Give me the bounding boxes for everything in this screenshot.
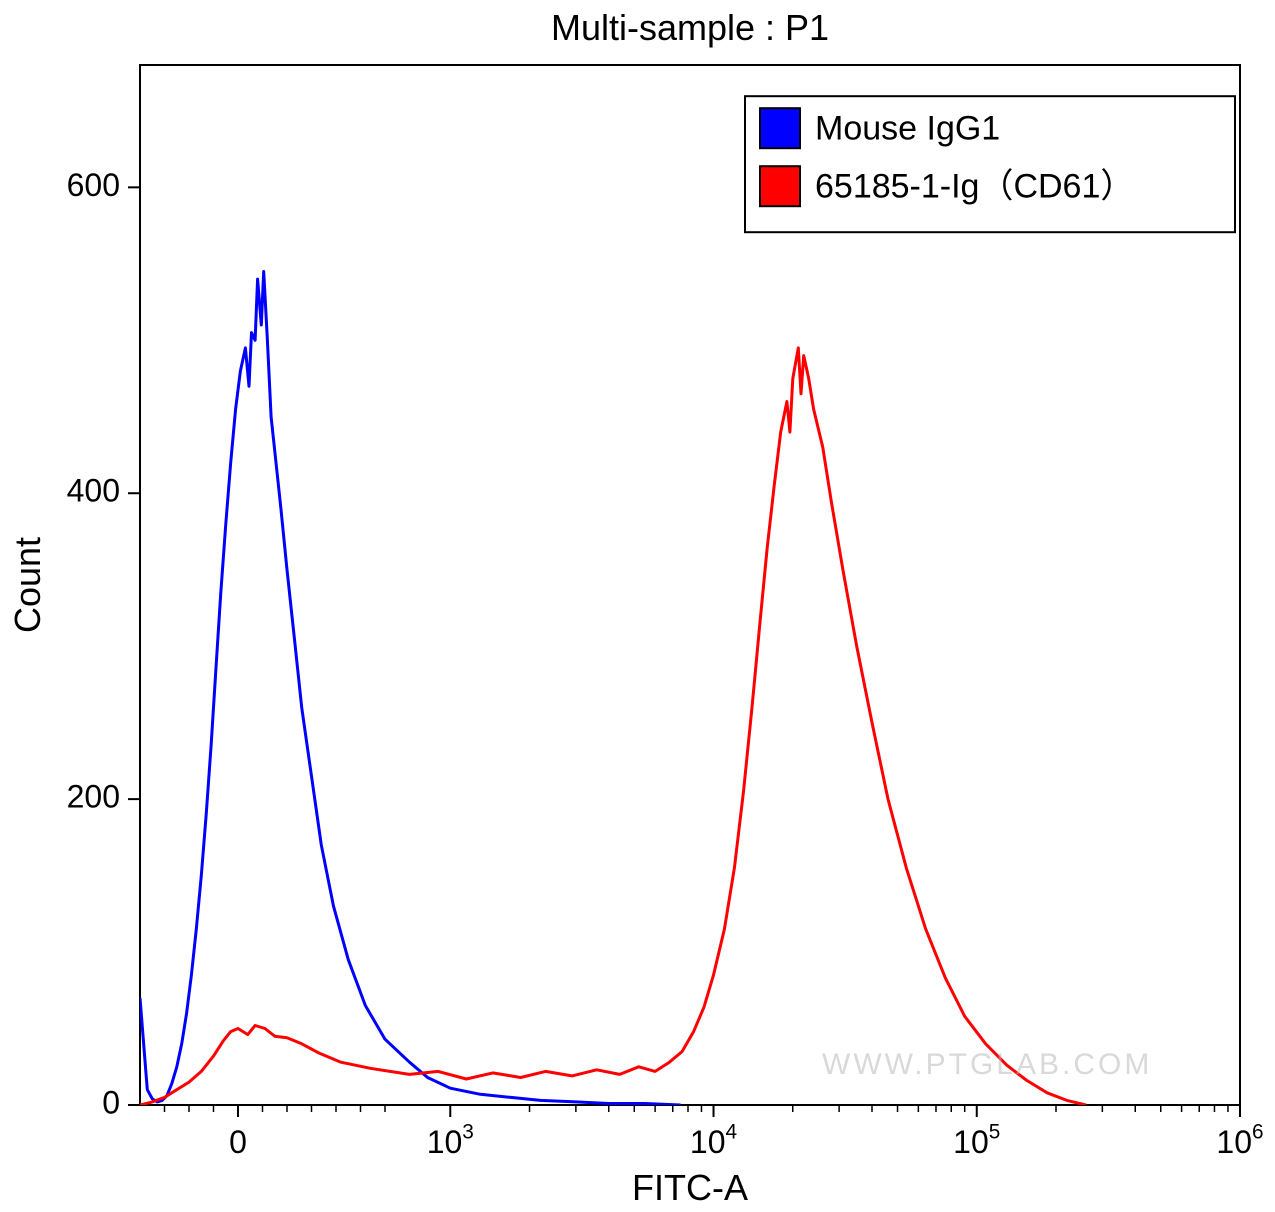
flow-cytometry-histogram: Multi-sample : P1 Count FITC-A 0 200 400 600 0 1… bbox=[0, 0, 1275, 1212]
x-tick-label: 104 bbox=[690, 1121, 737, 1160]
y-tick-label: 200 bbox=[67, 779, 120, 815]
series-mouse-igg1 bbox=[140, 272, 681, 1106]
y-tick-label: 400 bbox=[67, 473, 120, 509]
legend-label: Mouse IgG1 bbox=[815, 109, 1000, 147]
x-tick-label: 0 bbox=[229, 1124, 247, 1160]
chart-title: Multi-sample : P1 bbox=[551, 7, 829, 48]
y-tick-label: 600 bbox=[67, 167, 120, 203]
y-axis-label: Count bbox=[7, 537, 48, 633]
legend-swatch bbox=[760, 166, 800, 206]
legend-label: 65185-1-Ig（CD61） bbox=[815, 167, 1134, 205]
series-65185-1-ig-(cd61) bbox=[140, 348, 1086, 1105]
x-tick-label: 103 bbox=[427, 1121, 474, 1160]
x-axis-label: FITC-A bbox=[632, 1167, 748, 1208]
x-tick-label: 105 bbox=[953, 1121, 1000, 1160]
legend-swatch bbox=[760, 108, 800, 148]
x-tick-label: 106 bbox=[1216, 1121, 1263, 1160]
y-tick-label: 0 bbox=[102, 1084, 120, 1120]
